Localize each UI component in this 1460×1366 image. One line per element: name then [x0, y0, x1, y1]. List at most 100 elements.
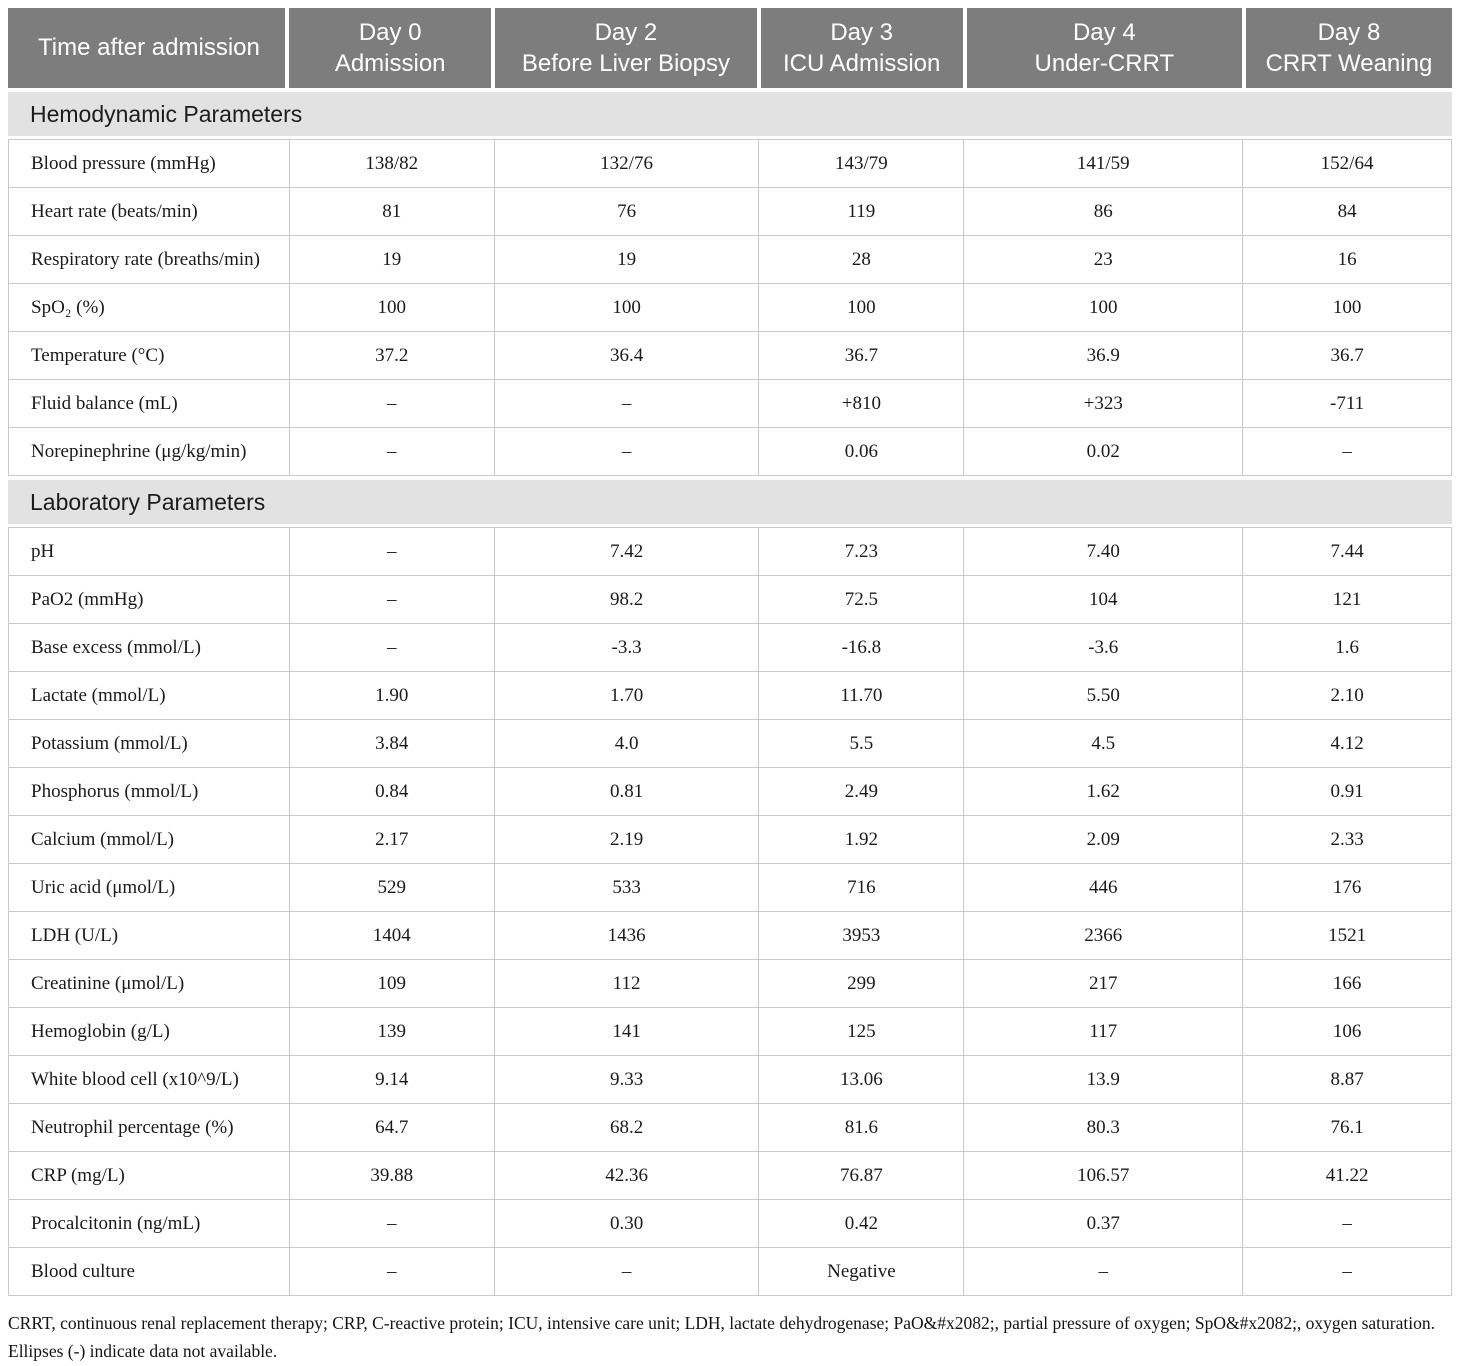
value-cell: 176 — [1243, 864, 1452, 912]
header-line1: Day 2 — [594, 18, 658, 46]
value-cell: -711 — [1243, 380, 1452, 428]
value-cell: 0.30 — [494, 1200, 760, 1248]
value-cell: 100 — [964, 284, 1244, 332]
value-cell: 141/59 — [964, 140, 1244, 188]
value-cell: 13.06 — [759, 1056, 965, 1104]
value-cell: 0.02 — [964, 428, 1244, 476]
section-header: Hemodynamic Parameters — [8, 92, 1452, 136]
row-label: Procalcitonin (ng/mL) — [9, 1200, 290, 1248]
value-cell: 9.33 — [494, 1056, 760, 1104]
value-cell: 106.57 — [964, 1152, 1244, 1200]
row-label: SpO₂ (%) — [9, 284, 290, 332]
value-cell: 0.81 — [494, 768, 760, 816]
value-cell: – — [289, 576, 495, 624]
value-cell: +810 — [759, 380, 965, 428]
row-label: CRP (mg/L) — [9, 1152, 290, 1200]
value-cell: 28 — [759, 236, 965, 284]
row-label: Temperature (°C) — [9, 332, 290, 380]
value-cell: 1521 — [1243, 912, 1452, 960]
value-cell: 533 — [494, 864, 760, 912]
value-cell: 4.0 — [494, 720, 760, 768]
value-cell: 1.62 — [964, 768, 1244, 816]
value-cell: 64.7 — [289, 1104, 495, 1152]
value-cell: 104 — [964, 576, 1244, 624]
value-cell: 19 — [494, 236, 760, 284]
value-cell: 13.9 — [964, 1056, 1244, 1104]
value-cell: 7.40 — [964, 528, 1244, 576]
value-cell: 76 — [494, 188, 760, 236]
header-line2: Under-CRRT — [1034, 50, 1175, 77]
value-cell: 4.12 — [1243, 720, 1452, 768]
row-label: LDH (U/L) — [9, 912, 290, 960]
value-cell: – — [494, 1248, 760, 1296]
row-label: Heart rate (beats/min) — [9, 188, 290, 236]
value-cell: 152/64 — [1243, 140, 1452, 188]
value-cell: +323 — [964, 380, 1244, 428]
value-cell: 529 — [289, 864, 495, 912]
header-cell-day-column: Day 2 Before Liver Biopsy — [495, 8, 757, 88]
header-line1: Day 8 — [1317, 18, 1381, 46]
value-cell: 36.4 — [494, 332, 760, 380]
header-cell-day-column: Day 3 ICU Admission — [760, 8, 963, 88]
value-cell: 119 — [759, 188, 965, 236]
row-label: Norepinephrine (μg/kg/min) — [9, 428, 290, 476]
value-cell: 143/79 — [759, 140, 965, 188]
value-cell: 2.09 — [964, 816, 1244, 864]
value-cell: 716 — [759, 864, 965, 912]
row-label: Base excess (mmol/L) — [9, 624, 290, 672]
value-cell: 0.37 — [964, 1200, 1244, 1248]
clinical-parameters-table: Time after admission Day 0 Admission Day 2… — [8, 8, 1452, 1296]
table-header-row: Time after admission Day 0 Admission Day 2… — [8, 8, 1452, 88]
value-cell: 84 — [1243, 188, 1452, 236]
value-cell: 4.5 — [964, 720, 1244, 768]
value-cell: 36.9 — [964, 332, 1244, 380]
value-cell: 1.92 — [759, 816, 965, 864]
value-cell: 8.87 — [1243, 1056, 1452, 1104]
value-cell: Negative — [759, 1248, 965, 1296]
value-cell: 2.17 — [289, 816, 495, 864]
row-label: Phosphorus (mmol/L) — [9, 768, 290, 816]
value-cell: 138/82 — [289, 140, 495, 188]
value-cell: 1.6 — [1243, 624, 1452, 672]
value-cell: 41.22 — [1243, 1152, 1452, 1200]
value-cell: 117 — [964, 1008, 1244, 1056]
row-label: Neutrophil percentage (%) — [9, 1104, 290, 1152]
row-label: PaO2 (mmHg) — [9, 576, 290, 624]
value-cell: 3953 — [759, 912, 965, 960]
value-cell: 36.7 — [1243, 332, 1452, 380]
value-cell: 36.7 — [759, 332, 965, 380]
value-cell: – — [289, 624, 495, 672]
value-cell: 106 — [1243, 1008, 1452, 1056]
value-cell: 0.06 — [759, 428, 965, 476]
value-cell: 72.5 — [759, 576, 965, 624]
value-cell: – — [1243, 428, 1452, 476]
value-cell: 100 — [759, 284, 965, 332]
value-cell: 0.84 — [289, 768, 495, 816]
value-cell: 81.6 — [759, 1104, 965, 1152]
row-label: Uric acid (μmol/L) — [9, 864, 290, 912]
value-cell: -3.6 — [964, 624, 1244, 672]
value-cell: – — [289, 1248, 495, 1296]
value-cell: 98.2 — [494, 576, 760, 624]
value-cell: 23 — [964, 236, 1244, 284]
row-label: Lactate (mmol/L) — [9, 672, 290, 720]
header-line2: Admission — [334, 50, 446, 77]
value-cell: 37.2 — [289, 332, 495, 380]
value-cell: 3.84 — [289, 720, 495, 768]
value-cell: 76.1 — [1243, 1104, 1452, 1152]
value-cell: 1404 — [289, 912, 495, 960]
header-cell-day-column: Day 0 Admission — [289, 8, 492, 88]
value-cell: 68.2 — [494, 1104, 760, 1152]
value-cell: 1436 — [494, 912, 760, 960]
row-label: Potassium (mmol/L) — [9, 720, 290, 768]
row-label: Fluid balance (mL) — [9, 380, 290, 428]
value-cell: 446 — [964, 864, 1244, 912]
value-cell: 2366 — [964, 912, 1244, 960]
value-cell: – — [1243, 1248, 1452, 1296]
header-line2: CRRT Weaning — [1265, 50, 1433, 77]
row-label: Calcium (mmol/L) — [9, 816, 290, 864]
value-cell: 100 — [289, 284, 495, 332]
value-cell: 0.91 — [1243, 768, 1452, 816]
header-cell-day-column: Day 4 Under-CRRT — [966, 8, 1242, 88]
value-cell: 16 — [1243, 236, 1452, 284]
